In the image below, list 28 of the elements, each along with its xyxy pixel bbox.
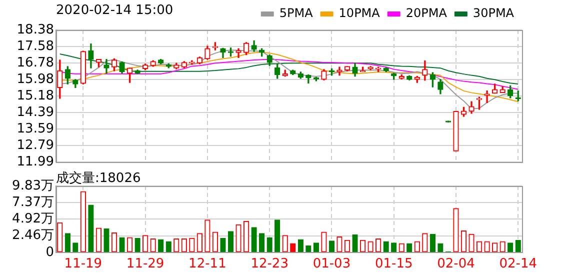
y-tick-label: 14.39 — [16, 104, 54, 120]
x-tick-label: 12-11 — [188, 256, 226, 272]
y-tick-label: 7.37万 — [12, 194, 54, 210]
y-tick-label: 15.18 — [16, 88, 54, 104]
legend-label: 5PMA — [279, 6, 314, 20]
y-tick-label: 17.58 — [16, 38, 54, 54]
x-tick-label: 11-29 — [126, 256, 164, 272]
legend-label: 30PMA — [472, 6, 515, 20]
y-tick-label: 15.98 — [16, 72, 54, 88]
chart-title: 2020-02-14 15:00 — [56, 3, 174, 18]
y-tick-label: 2.46万 — [12, 228, 54, 244]
y-tick-label: 18.38 — [16, 22, 54, 38]
y-tick-label: 11.99 — [16, 154, 54, 170]
y-tick-label: 9.83万 — [12, 178, 54, 194]
y-tick-label: 12.79 — [16, 138, 54, 154]
x-tick-label: 02-14 — [499, 256, 538, 272]
legend-label: 20PMA — [406, 6, 448, 20]
x-tick-label: 01-03 — [312, 256, 351, 272]
x-tick-label: 01-15 — [374, 256, 413, 272]
legend-label: 10PMA — [338, 6, 381, 20]
y-tick-label: 16.78 — [16, 55, 54, 70]
y-tick-label: 4.92万 — [12, 212, 54, 227]
y-tick-label: 0 — [46, 244, 54, 260]
x-tick-label: 11-19 — [64, 256, 102, 272]
y-tick-label: 13.59 — [16, 121, 54, 136]
chart-title: 成交量:18026 — [56, 170, 141, 187]
x-tick-label: 12-23 — [250, 256, 288, 272]
x-tick-label: 02-04 — [437, 256, 475, 272]
